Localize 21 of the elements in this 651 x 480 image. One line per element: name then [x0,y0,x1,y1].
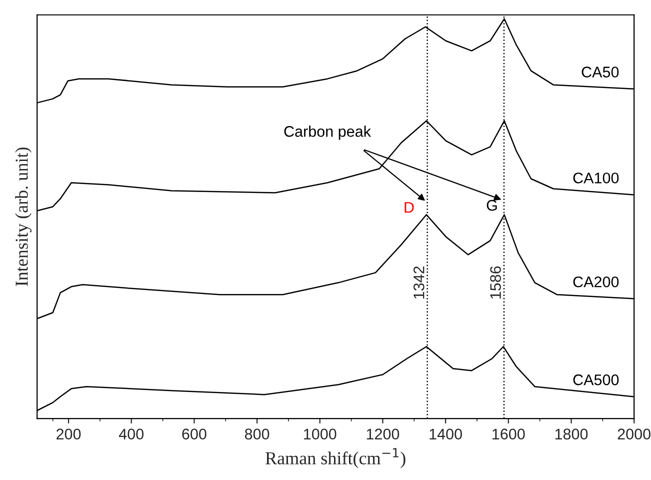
x-tick-label: 2000 [618,428,650,440]
x-tick-label: 1000 [304,428,336,440]
ref-line-label: 1342 [413,266,424,298]
series-label: CA50 [582,66,619,78]
x-tick-label: 200 [56,428,81,440]
x-tick-label: 400 [118,428,144,440]
y-axis-title: Intensity (arb. unit) [15,148,32,286]
x-tick-label: 1200 [366,428,400,440]
annotation: D [404,202,414,213]
x-tick-label: 1800 [555,428,588,440]
annotation: G [486,200,497,211]
ref-line-label: 1586 [490,266,501,298]
series-label: CA500 [573,374,619,386]
series-label: CA200 [573,276,619,288]
x-tick-label: 1600 [492,428,525,440]
x-axis-title: Raman shift(cm$^{−1}$) [266,448,406,468]
x-tick-label: 800 [244,428,270,440]
annotation: Carbon peak [284,126,371,140]
series-label: CA100 [573,172,619,184]
x-tick-label: 600 [182,428,206,440]
x-tick-label: 1400 [430,428,462,440]
